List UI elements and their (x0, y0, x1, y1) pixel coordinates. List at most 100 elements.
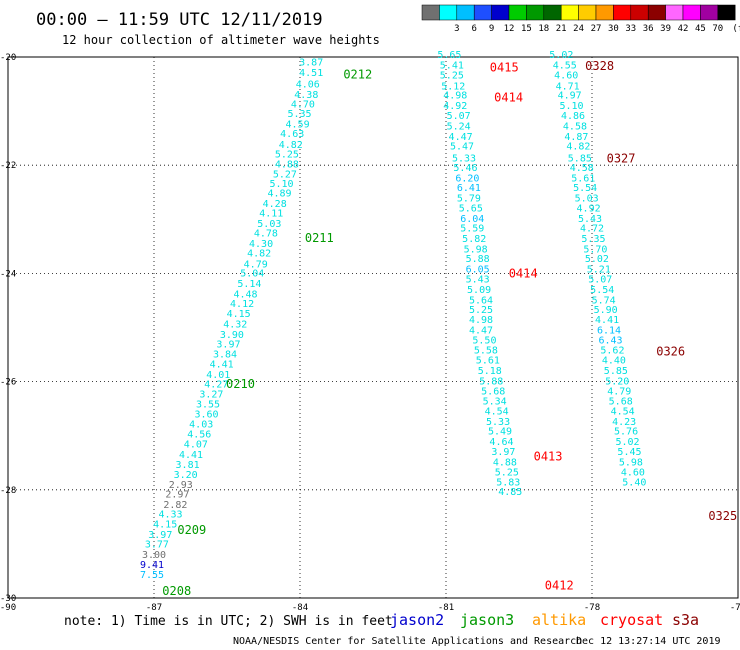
swh-value-label: 5.35 (287, 109, 311, 120)
swh-value-label: 4.89 (268, 189, 292, 200)
swh-value-label: 5.25 (495, 468, 519, 479)
swh-value-label: 4.47 (469, 325, 493, 336)
swh-value-label: 5.07 (447, 111, 471, 122)
swh-value-label: 4.78 (254, 229, 278, 240)
swh-value-label: 5.54 (573, 183, 597, 194)
swh-value-label: 4.63 (280, 129, 304, 140)
swh-value-label: 5.02 (585, 254, 609, 265)
legend-swatch (647, 4, 666, 21)
legend-bin-label: 45 (695, 24, 706, 34)
swh-value-label: 4.58 (563, 121, 587, 132)
swh-value-label: 5.33 (452, 153, 476, 164)
swh-value-label: 3.87 (299, 58, 323, 69)
swh-value-label: 5.09 (467, 285, 491, 296)
swh-value-label: 3.27 (199, 389, 223, 400)
swh-value-label: 4.32 (223, 320, 247, 331)
swh-value-label: 4.07 (184, 440, 208, 451)
swh-value-label: 4.82 (247, 249, 271, 260)
swh-value-label: 4.59 (286, 119, 310, 130)
legend-bin-label: 36 (643, 24, 654, 34)
swh-value-label: 4.33 (158, 509, 182, 520)
legend-swatch (473, 4, 492, 21)
legend-bin-label: 39 (660, 24, 671, 34)
chart-title: 00:00 — 11:59 UTC 12/11/2019 (36, 10, 323, 30)
swh-value-label: 4.60 (621, 468, 645, 479)
swh-value-label: 5.88 (479, 376, 503, 387)
swh-value-label: 2.93 (169, 480, 193, 491)
footer-credit: NOAA/NESDIS Center for Satellite Applica… (233, 636, 582, 647)
satellite-name: altika (532, 611, 586, 629)
swh-value-label: 5.70 (583, 244, 607, 255)
swh-value-label: 4.01 (206, 370, 230, 381)
series-cryosat: 0415 0414 0414 0413 0412 (490, 61, 574, 593)
swh-value-label: 4.98 (469, 315, 493, 326)
swh-value-label: 5.03 (257, 219, 281, 230)
swh-value-label: 4.30 (249, 239, 273, 250)
satellite-name: jason2 (390, 611, 444, 629)
swh-value-label: 3.55 (196, 400, 220, 411)
swh-value-label: 4.23 (612, 417, 636, 428)
swh-value-label: 4.79 (607, 387, 631, 398)
swh-value-label: 3.60 (195, 409, 219, 420)
swh-value-label: 5.45 (617, 447, 641, 458)
swh-value-label: 4.15 (227, 309, 251, 320)
x-tick-label: -75 (730, 603, 740, 613)
swh-value-label: 5.82 (462, 234, 486, 245)
swh-value-label: 6.04 (460, 214, 484, 225)
time-label: 0413 (534, 450, 563, 464)
y-tick-label: -30 (0, 594, 16, 604)
legend-bin-label: 9 (489, 24, 494, 34)
swh-value-label: 3.97 (216, 340, 240, 351)
legend-bin-label: 15 (521, 24, 532, 34)
swh-value-label: 4.06 (296, 79, 320, 90)
time-label: 0414 (494, 90, 523, 104)
swh-value-label: 6.43 (598, 336, 622, 347)
time-label: 0208 (162, 584, 191, 598)
legend-swatch (439, 4, 458, 21)
swh-value-label: 5.49 (488, 427, 512, 438)
plot-frame (7, 56, 739, 599)
legend-bin-label: 12 (504, 24, 515, 34)
swh-value-label: 4.86 (561, 111, 585, 122)
swh-value-label: 4.27 (204, 380, 228, 391)
swh-value-label: 2.82 (163, 500, 187, 511)
swh-value-label: 5.98 (619, 457, 643, 468)
swh-value-label: 4.98 (443, 91, 467, 102)
swh-value-label: 6.41 (457, 183, 481, 194)
swh-value-label: 5.64 (469, 296, 493, 307)
swh-value-label: 9.41 (140, 560, 164, 571)
swh-value-label: 5.14 (237, 279, 261, 290)
swh-value-label: 5.20 (605, 376, 629, 387)
swh-value-label: 5.02 (615, 437, 639, 448)
swh-value-label: 5.61 (571, 173, 595, 184)
swh-value-label: 4.54 (485, 407, 509, 418)
swh-value-label: 5.25 (275, 150, 299, 161)
swh-value-label: 4.92 (577, 204, 601, 215)
swh-value-label: 5.43 (466, 275, 490, 286)
swh-value-label: 3.00 (142, 550, 166, 561)
legend-bin-label: 24 (573, 24, 584, 34)
swh-value-label: 2.97 (165, 489, 189, 500)
series-jason3: 3.874.514.064.384.705.354.594.634.825.25… (140, 58, 372, 598)
legend-swatch (421, 4, 440, 21)
swh-value-label: 5.90 (594, 305, 618, 316)
swh-value-label: 4.87 (564, 132, 588, 143)
swh-value-label: 3.97 (148, 530, 172, 541)
time-label: 0211 (305, 231, 334, 245)
swh-value-label: 4.38 (294, 90, 318, 101)
y-axis-ticks: -20 -22 -24 -26 -28 -30 (0, 53, 16, 604)
swh-value-label: 3.81 (176, 460, 200, 471)
legend-bin-label: 42 (678, 24, 689, 34)
chart-subtitle: 12 hour collection of altimeter wave hei… (62, 33, 380, 47)
legend-bin-label: 6 (471, 24, 476, 34)
satellite-name: cryosat (600, 611, 663, 629)
legend-swatch (456, 4, 475, 21)
swh-value-label: 5.88 (466, 254, 490, 265)
legend-swatch (595, 4, 614, 21)
legend-swatch (613, 4, 632, 21)
swh-value-label: 4.41 (210, 360, 234, 371)
swh-value-label: 5.79 (457, 193, 481, 204)
swh-value-label: 4.03 (189, 420, 213, 431)
legend-swatch (630, 4, 649, 21)
